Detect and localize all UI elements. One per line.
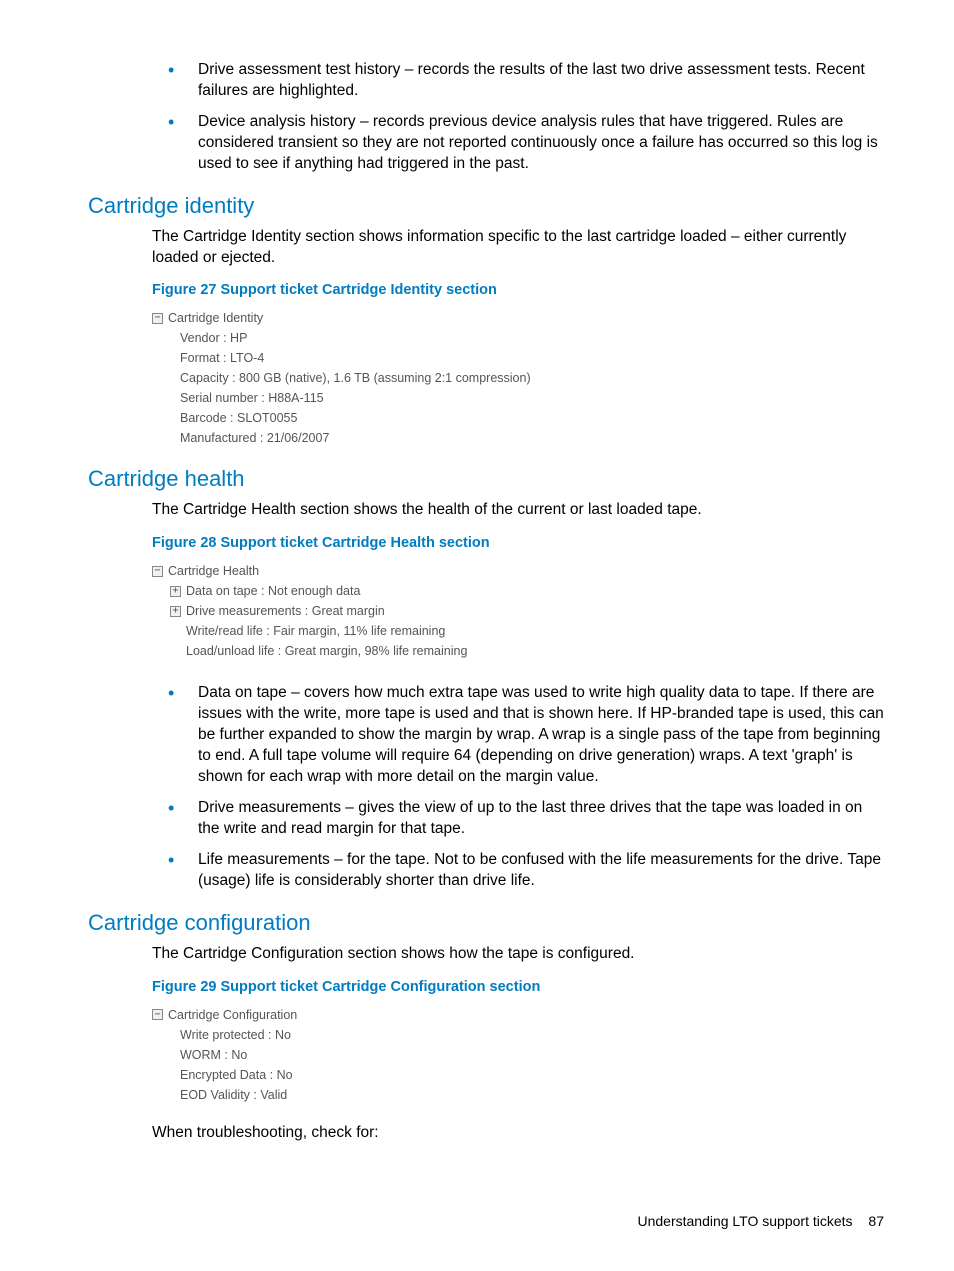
identity-intro-text: The Cartridge Identity section shows inf… <box>152 227 884 269</box>
list-item: Data on tape – covers how much extra tap… <box>168 683 884 788</box>
tree-leaf: WORM : No <box>152 1045 884 1065</box>
tree-root[interactable]: − Cartridge Health <box>152 561 884 581</box>
list-item: Drive measurements – gives the view of u… <box>168 798 884 840</box>
page-footer: Understanding LTO support tickets 87 <box>637 1213 884 1229</box>
tree-child-label: Data on tape : Not enough data <box>186 584 360 598</box>
health-tree: − Cartridge Health + Data on tape : Not … <box>152 561 884 661</box>
tree-leaf: Serial number : H88A-115 <box>152 388 884 408</box>
tree-root-label: Cartridge Identity <box>168 311 263 325</box>
config-outro-text: When troubleshooting, check for: <box>152 1123 884 1144</box>
page-number: 87 <box>868 1213 884 1229</box>
tree-leaf: Write protected : No <box>152 1025 884 1045</box>
list-item: Drive assessment test history – records … <box>168 60 884 102</box>
tree-leaf: Capacity : 800 GB (native), 1.6 TB (assu… <box>152 368 884 388</box>
health-bullet-list: Data on tape – covers how much extra tap… <box>168 683 884 891</box>
figure-29-caption: Figure 29 Support ticket Cartridge Confi… <box>152 979 884 995</box>
tree-leaf: Encrypted Data : No <box>152 1065 884 1085</box>
tree-child[interactable]: + Drive measurements : Great margin <box>152 601 884 621</box>
expand-icon[interactable]: + <box>170 606 181 617</box>
heading-cartridge-identity: Cartridge identity <box>88 193 884 219</box>
tree-root[interactable]: − Cartridge Identity <box>152 308 884 328</box>
tree-leaf: Vendor : HP <box>152 328 884 348</box>
tree-child-label: Drive measurements : Great margin <box>186 604 385 618</box>
list-item: Device analysis history – records previo… <box>168 112 884 175</box>
config-tree: − Cartridge Configuration Write protecte… <box>152 1005 884 1105</box>
tree-leaf: Write/read life : Fair margin, 11% life … <box>152 621 884 641</box>
collapse-icon[interactable]: − <box>152 1009 163 1020</box>
figure-28-caption: Figure 28 Support ticket Cartridge Healt… <box>152 535 884 551</box>
health-intro-text: The Cartridge Health section shows the h… <box>152 500 884 521</box>
tree-root-label: Cartridge Configuration <box>168 1008 297 1022</box>
collapse-icon[interactable]: − <box>152 566 163 577</box>
config-intro-text: The Cartridge Configuration section show… <box>152 944 884 965</box>
tree-leaf: Manufactured : 21/06/2007 <box>152 428 884 448</box>
heading-cartridge-health: Cartridge health <box>88 466 884 492</box>
identity-tree: − Cartridge Identity Vendor : HP Format … <box>152 308 884 448</box>
list-item: Life measurements – for the tape. Not to… <box>168 850 884 892</box>
expand-icon[interactable]: + <box>170 586 181 597</box>
intro-bullet-list: Drive assessment test history – records … <box>168 60 884 175</box>
tree-leaf: Load/unload life : Great margin, 98% lif… <box>152 641 884 661</box>
footer-text: Understanding LTO support tickets <box>637 1213 852 1229</box>
tree-root[interactable]: − Cartridge Configuration <box>152 1005 884 1025</box>
figure-27-caption: Figure 27 Support ticket Cartridge Ident… <box>152 282 884 298</box>
tree-leaf: Format : LTO-4 <box>152 348 884 368</box>
tree-leaf: EOD Validity : Valid <box>152 1085 884 1105</box>
tree-leaf: Barcode : SLOT0055 <box>152 408 884 428</box>
heading-cartridge-configuration: Cartridge configuration <box>88 910 884 936</box>
tree-child[interactable]: + Data on tape : Not enough data <box>152 581 884 601</box>
collapse-icon[interactable]: − <box>152 313 163 324</box>
tree-root-label: Cartridge Health <box>168 564 259 578</box>
